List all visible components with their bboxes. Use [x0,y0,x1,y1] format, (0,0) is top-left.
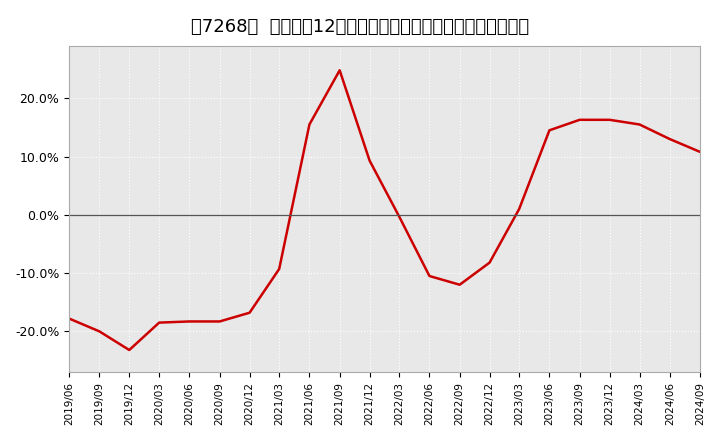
Text: ［7268］  売上高の12か月移動合計の対前年同期増減率の推移: ［7268］ 売上高の12か月移動合計の対前年同期増減率の推移 [191,18,529,36]
